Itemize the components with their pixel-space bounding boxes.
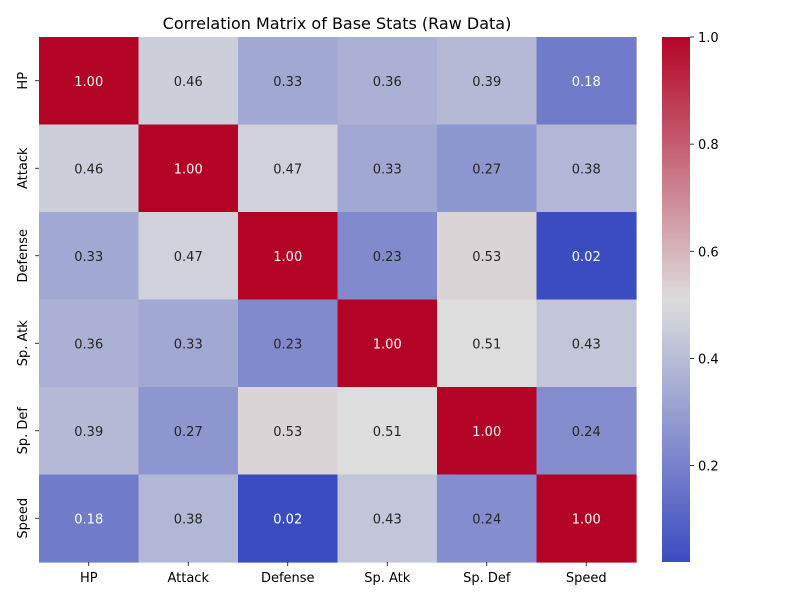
heatmap-cell-attack-sp-def (437, 124, 538, 213)
cell-value-label: 1.00 (273, 250, 302, 265)
heatmap-cell-sp-atk-sp-def (437, 299, 538, 388)
colorbar-tick-label: 1.0 (698, 31, 719, 46)
heatmap-cell-hp-defense (238, 37, 339, 126)
cell-value-label: 0.02 (273, 512, 302, 527)
cell-value-label: 0.47 (174, 250, 203, 265)
heatmap-cell-sp-atk-sp-atk (337, 299, 438, 388)
heatmap-cell-defense-hp (39, 212, 140, 301)
heatmap-cell-sp-atk-attack (138, 299, 239, 388)
heatmap-cell-speed-sp-def (437, 474, 538, 563)
heatmap-cell-speed-attack (138, 474, 239, 563)
cell-value-label: 1.00 (174, 162, 203, 177)
heatmap-cell-sp-def-defense (238, 387, 339, 476)
heatmap-cell-hp-sp-def (437, 37, 538, 126)
heatmap-cell-sp-atk-defense (238, 299, 339, 388)
cell-value-label: 0.02 (572, 250, 601, 265)
cell-value-label: 0.36 (74, 337, 103, 352)
colorbar-tick-label: 0.2 (698, 460, 719, 475)
heatmap-cell-hp-attack (138, 37, 239, 126)
cell-value-label: 0.27 (174, 425, 203, 440)
chart-title: Correlation Matrix of Base Stats (Raw Da… (163, 14, 512, 33)
y-tick-label-sp-atk: Sp. Atk (16, 320, 31, 367)
cell-value-label: 0.23 (373, 250, 402, 265)
y-tick-label-defense: Defense (16, 229, 31, 283)
heatmap-cell-defense-speed (536, 212, 637, 301)
cell-value-label: 0.39 (74, 425, 103, 440)
cell-value-label: 0.53 (273, 425, 302, 440)
cell-value-label: 1.00 (572, 512, 601, 527)
y-tick-label-attack: Attack (16, 147, 31, 189)
colorbar-tick-label: 0.8 (698, 138, 719, 153)
cell-value-label: 0.23 (273, 337, 302, 352)
cell-value-label: 0.33 (174, 337, 203, 352)
heatmap-cell-sp-def-sp-atk (337, 387, 438, 476)
x-tick-label-speed: Speed (566, 571, 607, 586)
y-tick-label-speed: Speed (16, 498, 31, 539)
heatmap-cell-defense-sp-def (437, 212, 538, 301)
x-tick-label-sp-def: Sp. Def (463, 571, 511, 586)
heatmap-cells: 1.00 0.46 0.33 0.36 0.39 0.18 0.46 1.00 0.47 0.33… (39, 37, 637, 563)
cell-value-label: 0.36 (373, 75, 402, 90)
heatmap-cell-attack-sp-atk (337, 124, 438, 213)
cell-value-label: 0.33 (373, 162, 402, 177)
cell-value-label: 0.38 (572, 162, 601, 177)
heatmap-cell-speed-defense (238, 474, 339, 563)
cell-value-label: 0.18 (74, 512, 103, 527)
cell-value-label: 0.38 (174, 512, 203, 527)
heatmap-cell-attack-speed (536, 124, 637, 213)
cell-value-label: 0.24 (572, 425, 601, 440)
heatmap-cell-hp-speed (536, 37, 637, 126)
cell-value-label: 0.51 (373, 425, 402, 440)
colorbar-tick-label: 0.4 (698, 352, 719, 367)
cell-value-label: 1.00 (373, 337, 402, 352)
x-tick-label-defense: Defense (261, 571, 315, 586)
x-tick-label-attack: Attack (167, 571, 209, 586)
heatmap-cell-defense-attack (138, 212, 239, 301)
cell-value-label: 0.53 (472, 250, 501, 265)
colorbar-gradient (662, 37, 690, 562)
x-tick-label-hp: HP (80, 571, 98, 586)
heatmap-cell-speed-hp (39, 474, 140, 563)
heatmap-cell-speed-speed (536, 474, 637, 563)
cell-value-label: 0.18 (572, 75, 601, 90)
heatmap-cell-defense-defense (238, 212, 339, 301)
cell-value-label: 0.33 (273, 75, 302, 90)
heatmap-cell-speed-sp-atk (337, 474, 438, 563)
y-tick-label-hp: HP (16, 72, 31, 90)
heatmap-cell-sp-atk-speed (536, 299, 637, 388)
axis-ticks: HP Attack Defense Sp. Atk Sp. Def Speed HP Atta… (16, 72, 607, 586)
y-tick-label-sp-def: Sp. Def (16, 407, 31, 455)
cell-value-label: 0.39 (472, 75, 501, 90)
cell-value-label: 0.43 (572, 337, 601, 352)
x-tick-label-sp-atk: Sp. Atk (364, 571, 411, 586)
colorbar-tick-label: 0.6 (698, 245, 719, 260)
heatmap-cell-hp-sp-atk (337, 37, 438, 126)
cell-value-label: 0.51 (472, 337, 501, 352)
cell-value-label: 1.00 (74, 75, 103, 90)
heatmap-cell-sp-def-speed (536, 387, 637, 476)
cell-value-label: 0.46 (74, 162, 103, 177)
heatmap-cell-attack-hp (39, 124, 140, 213)
heatmap-cell-attack-defense (238, 124, 339, 213)
cell-value-label: 0.33 (74, 250, 103, 265)
cell-value-label: 0.24 (472, 512, 501, 527)
heatmap-cell-sp-def-attack (138, 387, 239, 476)
heatmap-cell-sp-atk-hp (39, 299, 140, 388)
cell-value-label: 0.43 (373, 512, 402, 527)
heatmap-cell-sp-def-hp (39, 387, 140, 476)
cell-value-label: 1.00 (472, 425, 501, 440)
heatmap-cell-sp-def-sp-def (437, 387, 538, 476)
heatmap-cell-attack-attack (138, 124, 239, 213)
colorbar: 0.2 0.4 0.6 0.8 1.0 (662, 31, 719, 562)
heatmap-cell-defense-sp-atk (337, 212, 438, 301)
cell-value-label: 0.46 (174, 75, 203, 90)
cell-value-label: 0.47 (273, 162, 302, 177)
cell-value-label: 0.27 (472, 162, 501, 177)
heatmap-cell-hp-hp (39, 37, 140, 126)
